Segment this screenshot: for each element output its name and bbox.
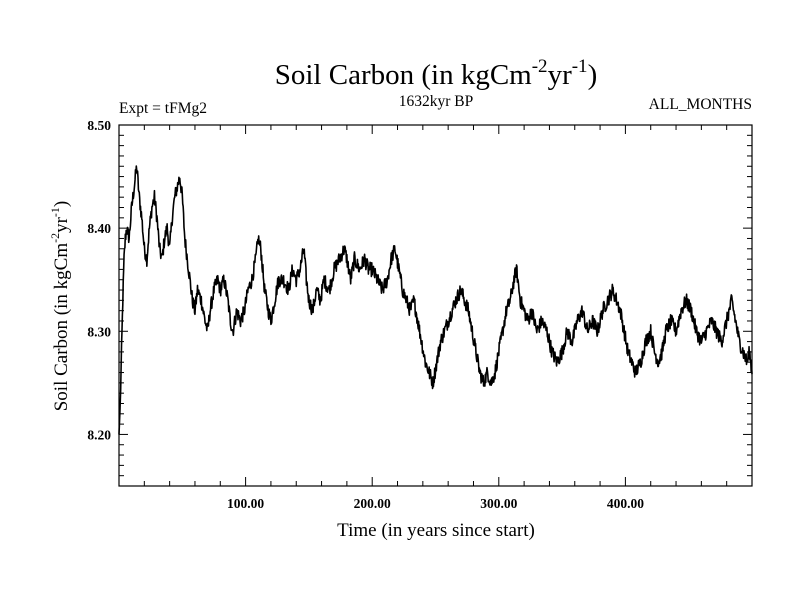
y-axis-label: Soil Carbon (in kgCm-2yr-1) (48, 201, 72, 412)
plot-frame (118, 124, 753, 487)
y-tick-label: 8.40 (87, 221, 111, 236)
chart-title: Soil Carbon (in kgCm-2yr-1) (275, 56, 597, 91)
y-tick-label: 8.30 (87, 324, 111, 339)
x-tick-label: 200.00 (354, 496, 391, 511)
series-group (118, 165, 753, 435)
series-line (118, 165, 753, 435)
months-label: ALL_MONTHS (649, 96, 752, 113)
x-tick-label: 100.00 (227, 496, 264, 511)
y-axis-ticks: 8.20 8.30 8.40 8.50 (87, 118, 752, 477)
x-axis-ticks: 100.00 200.00 300.00 400.00 (143, 125, 728, 511)
period-label: 1632kyr BP (399, 93, 474, 110)
y-tick-label: 8.50 (87, 118, 111, 133)
experiment-label: Expt = tFMg2 (119, 100, 207, 117)
x-tick-label: 300.00 (480, 496, 517, 511)
x-tick-label: 400.00 (607, 496, 644, 511)
y-tick-label: 8.20 (87, 427, 111, 442)
x-axis-label: Time (in years since start) (337, 520, 535, 541)
